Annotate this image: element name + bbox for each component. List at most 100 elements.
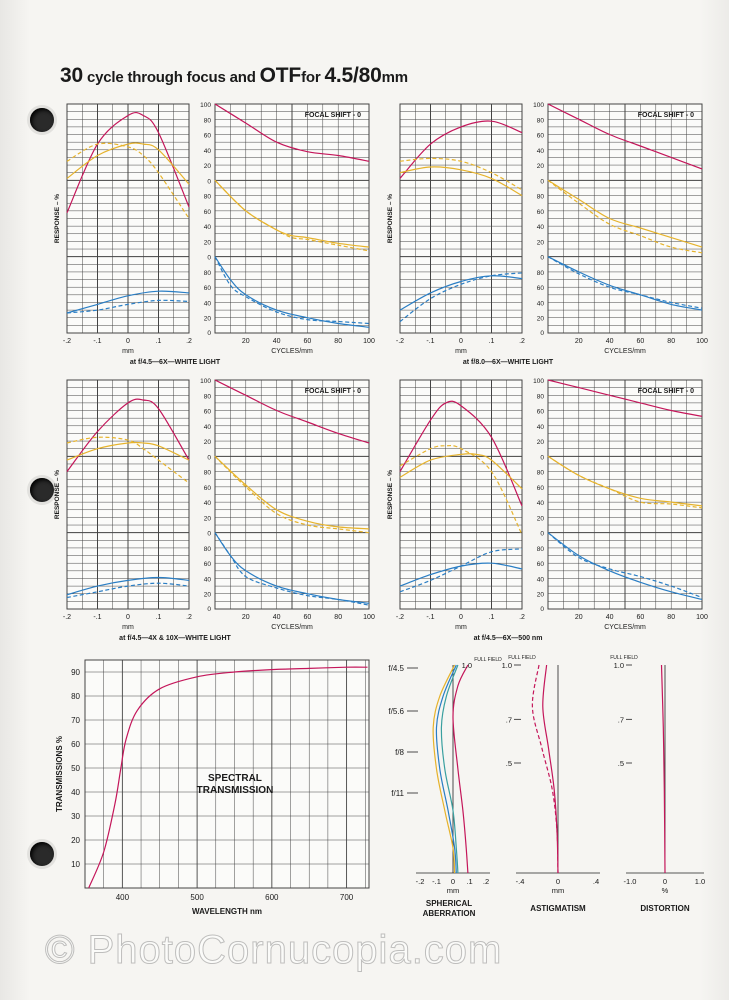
otf-curve-yellow-dashed bbox=[214, 455, 370, 534]
focus-xlabel: mm bbox=[122, 348, 134, 355]
otf-ytick: 60 bbox=[537, 285, 545, 292]
otf-xtick: 100 bbox=[696, 614, 708, 621]
focus-curve-yellow-dashed bbox=[399, 157, 523, 191]
distortion-chart: 1.0 .7 .5 -1.0 0 1.0% DISTORTION FULL FIELD bbox=[610, 655, 705, 913]
astig-ytick: 1.0 bbox=[502, 661, 512, 670]
otf-ytick: 100 bbox=[200, 378, 211, 385]
otf-ytick: 60 bbox=[204, 485, 212, 492]
spherical-xtick: 0 bbox=[451, 877, 455, 886]
otf-xtick: 40 bbox=[606, 614, 614, 621]
focus-curve-red bbox=[399, 120, 523, 179]
otf-ytick: 20 bbox=[204, 316, 212, 323]
otf-xlabel: CYCLES/mm bbox=[271, 624, 313, 631]
spectral-ytick: 50 bbox=[71, 764, 80, 773]
otf-ytick: 40 bbox=[204, 300, 212, 307]
otf-xlabel: CYCLES/mm bbox=[271, 348, 313, 355]
spectral-xtick: 700 bbox=[340, 893, 354, 902]
focus-curve-yellow-dashed bbox=[66, 436, 190, 484]
title-lens: 4.5/80 bbox=[324, 64, 382, 87]
focus-curve-blue-dashed bbox=[399, 272, 523, 323]
otf-xtick: 100 bbox=[363, 614, 375, 621]
otf-ytick: 0 bbox=[540, 330, 544, 337]
otf-ytick: 0 bbox=[540, 531, 544, 538]
otf-xtick: 60 bbox=[637, 338, 645, 345]
spherical-blue bbox=[435, 664, 457, 874]
otf-ytick: 0 bbox=[540, 178, 544, 185]
otf-ytick: 40 bbox=[204, 500, 212, 507]
focus-curve-yellow bbox=[399, 453, 523, 490]
aperture-label: f/5.6 bbox=[388, 707, 404, 716]
astig-tangential bbox=[531, 664, 559, 874]
otf-ytick: 40 bbox=[537, 576, 545, 583]
otf-ytick: 40 bbox=[537, 500, 545, 507]
spectral-ytick: 60 bbox=[71, 740, 80, 749]
focus-xtick: .1 bbox=[489, 338, 495, 345]
otf-xtick: 60 bbox=[637, 614, 645, 621]
otf-xlabel: CYCLES/mm bbox=[604, 348, 646, 355]
focus-xlabel: mm bbox=[455, 624, 467, 631]
spherical-xtick: -.2 bbox=[416, 877, 425, 886]
focus-curve-yellow bbox=[66, 142, 190, 185]
distortion-xlabel: % bbox=[662, 886, 669, 895]
otf-ytick: 80 bbox=[204, 117, 212, 124]
otf-curve-red bbox=[547, 103, 703, 170]
otf-ytick: 80 bbox=[204, 194, 212, 201]
astig-xlabel: mm bbox=[552, 886, 565, 895]
focus-xtick: 0 bbox=[126, 338, 130, 345]
otf-curve-blue-dashed bbox=[547, 256, 703, 309]
focus-xtick: .1 bbox=[489, 614, 495, 621]
spectral-ylabel: TRANSMISSIONS % bbox=[55, 736, 64, 812]
binder-hole-middle bbox=[30, 478, 54, 502]
otf-xtick: 20 bbox=[575, 338, 583, 345]
page-title: 30 cycle through focus and OTFfor 4.5/80… bbox=[60, 64, 408, 88]
otf-ytick: 60 bbox=[204, 409, 212, 416]
otf-ytick: 20 bbox=[537, 592, 545, 599]
distortion-curve bbox=[660, 664, 666, 874]
binder-hole-bottom bbox=[30, 842, 54, 866]
otf-ytick: 80 bbox=[537, 194, 545, 201]
title-otf: OTF bbox=[259, 64, 302, 87]
panel-caption: at f/4.5—4X & 10X—WHITE LIGHT bbox=[119, 635, 231, 642]
otf-curve-red bbox=[214, 379, 370, 444]
astig-xtick: 0 bbox=[556, 877, 560, 886]
otf-curve-blue-dashed bbox=[214, 256, 370, 325]
focus-xtick: -.1 bbox=[93, 614, 101, 621]
otf-ytick: 60 bbox=[537, 409, 545, 416]
focus-xtick: -.1 bbox=[93, 338, 101, 345]
otf-ytick: 80 bbox=[537, 470, 545, 477]
spectral-curve bbox=[88, 666, 368, 889]
otf-ytick: 20 bbox=[537, 515, 545, 522]
otf-ytick: 0 bbox=[207, 178, 211, 185]
otf-ytick: 20 bbox=[537, 316, 545, 323]
watermark: © PhotoCornucopia.com bbox=[44, 928, 503, 973]
astigmatism-chart: 1.0 .7 .5 -.4 0 .4 mm ASTIGMATISM FULL FIELD bbox=[502, 655, 600, 913]
focus-xlabel: mm bbox=[122, 624, 134, 631]
spectral-title: SPECTRAL bbox=[208, 773, 262, 784]
otf-ytick: 80 bbox=[204, 270, 212, 277]
focus-xtick: .2 bbox=[186, 338, 192, 345]
spectral-title: TRANSMISSION bbox=[197, 785, 274, 796]
otf-ytick: 80 bbox=[204, 393, 212, 400]
otf-curve-blue bbox=[547, 532, 703, 601]
otf-ytick: 0 bbox=[540, 606, 544, 613]
spherical-title: ABERRATION bbox=[423, 909, 476, 918]
otf-ytick: 20 bbox=[537, 163, 545, 170]
title-number: 30 bbox=[60, 64, 83, 87]
otf-panel-4: FOCAL SHIFT - 0 -.2 -.1 0 .1 .2 mm RESPONSE – %… bbox=[387, 378, 708, 642]
otf-ytick: 100 bbox=[533, 378, 544, 385]
otf-ytick: 0 bbox=[207, 531, 211, 538]
response-label: RESPONSE – % bbox=[387, 194, 394, 243]
otf-xtick: 100 bbox=[696, 338, 708, 345]
spectral-ytick: 20 bbox=[71, 836, 80, 845]
focus-curve-yellow-dashed bbox=[399, 444, 523, 535]
otf-ytick: 40 bbox=[204, 224, 212, 231]
otf-ytick: 20 bbox=[204, 592, 212, 599]
focus-xtick: -.2 bbox=[63, 338, 71, 345]
otf-xtick: 100 bbox=[363, 338, 375, 345]
spectral-frame bbox=[84, 659, 370, 889]
otf-curve-yellow bbox=[214, 455, 370, 530]
otf-curve-red bbox=[214, 103, 370, 162]
focus-curve-blue bbox=[399, 275, 523, 311]
otf-ytick: 40 bbox=[204, 424, 212, 431]
astig-sagittal bbox=[542, 664, 559, 874]
